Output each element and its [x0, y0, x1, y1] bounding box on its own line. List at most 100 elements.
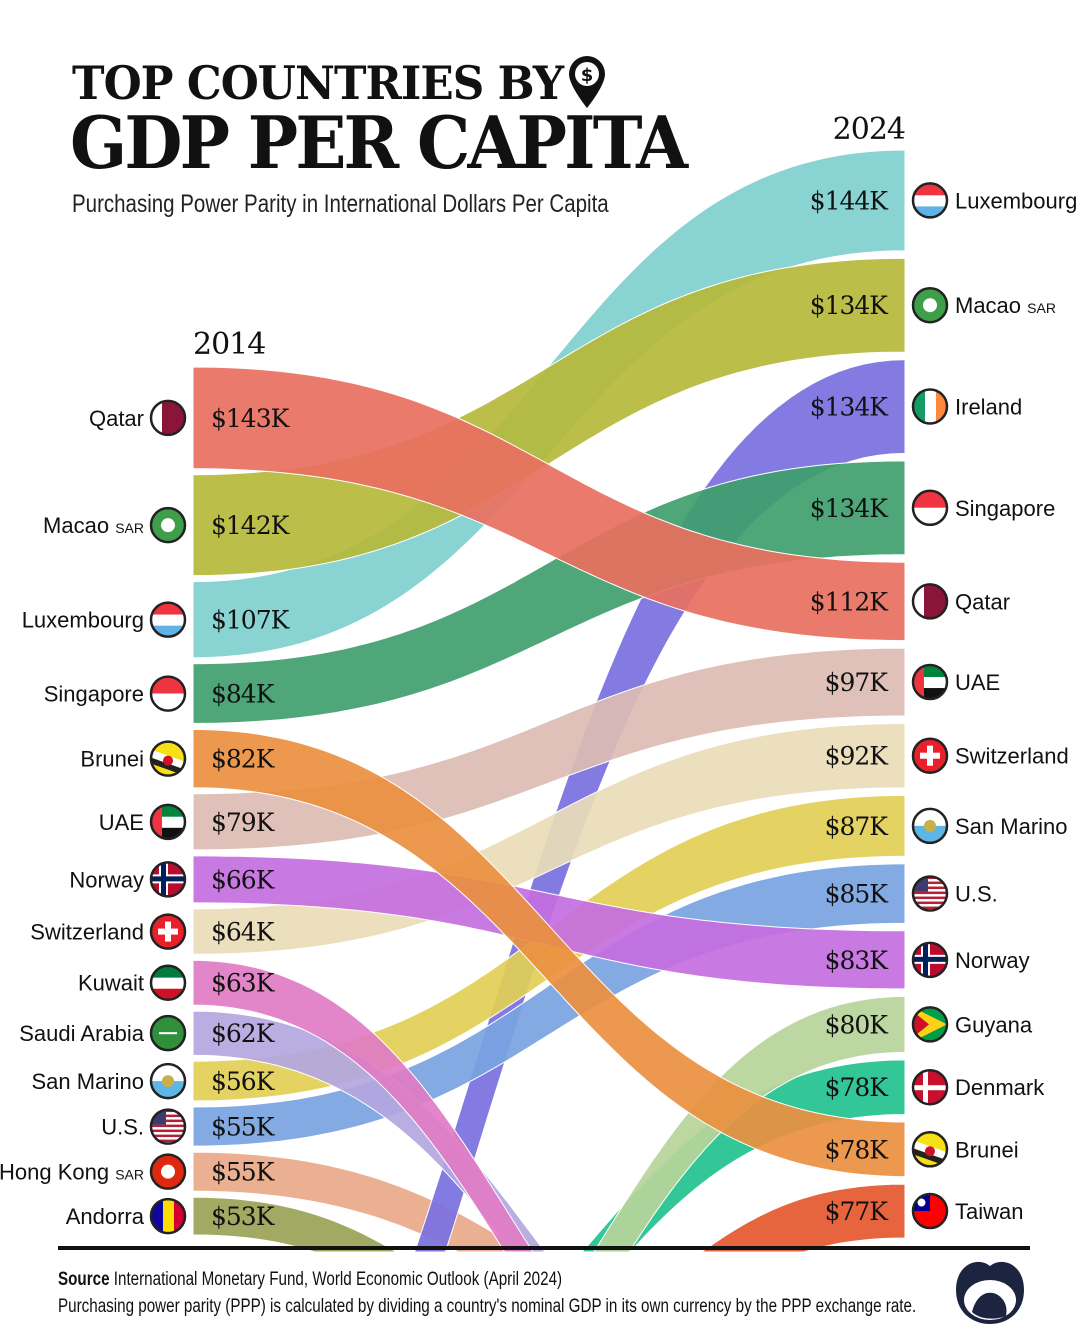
left-country-label: Kuwait: [78, 971, 144, 996]
right-value-label: $87K: [825, 812, 890, 841]
right-country-label: Brunei: [955, 1137, 1019, 1162]
ireland-flag-icon: [911, 388, 949, 425]
footnote: Purchasing power parity (PPP) is calcula…: [58, 1296, 917, 1317]
san-marino-flag-icon: [911, 807, 949, 845]
left-value-label: $64K: [211, 918, 276, 947]
brunei-flag-icon: [911, 1131, 949, 1168]
us-flag-icon: [149, 1108, 187, 1145]
left-country-label: UAE: [99, 810, 144, 835]
san-marino-flag-icon: [149, 1062, 187, 1100]
right-country-label: Qatar: [955, 589, 1010, 614]
right-country-label: San Marino: [955, 814, 1068, 839]
right-country-suffix: SAR: [1027, 300, 1056, 316]
left-value-label: $79K: [211, 808, 276, 837]
andorra-flag-icon: [149, 1197, 187, 1235]
band-qatar: [192, 366, 906, 642]
source-text: International Monetary Fund, World Econo…: [113, 1269, 563, 1290]
right-value-label: $134K: [810, 393, 890, 422]
right-value-label: $80K: [825, 1010, 890, 1039]
right-country-label: UAE: [955, 670, 1000, 695]
left-value-label: $143K: [211, 404, 291, 433]
qatar-flag-icon: [911, 583, 949, 620]
title-line-1: TOP COUNTRIES BY: [72, 56, 564, 110]
right-country-label: Guyana: [955, 1012, 1033, 1037]
left-value-label: $53K: [211, 1202, 276, 1231]
right-value-label: $83K: [825, 946, 890, 975]
left-value-label: $142K: [211, 511, 291, 540]
us-flag-icon: [911, 875, 949, 912]
right-value-label: $97K: [825, 668, 890, 697]
switzerland-flag-icon: [911, 737, 949, 774]
left-country-label: Hong Kong SAR: [0, 1160, 144, 1185]
left-value-label: $107K: [211, 606, 291, 635]
right-country-label: Luxembourg: [955, 188, 1077, 213]
right-country-name: Macao: [955, 293, 1027, 318]
right-value-label: $112K: [810, 587, 890, 616]
guyana-flag-icon: [911, 1006, 949, 1043]
right-country-label: Taiwan: [955, 1199, 1023, 1224]
left-value-label: $56K: [211, 1067, 276, 1096]
left-country-label: Singapore: [44, 682, 144, 707]
left-value-label: $55K: [211, 1113, 276, 1142]
uae-flag-icon: [149, 803, 187, 841]
left-country-label: Luxembourg: [22, 608, 144, 633]
band-macao: [192, 257, 906, 577]
right-country-label: Switzerland: [955, 744, 1069, 769]
right-country-label: U.S.: [955, 882, 998, 907]
left-country-label: Brunei: [80, 747, 144, 772]
band-kuwait: [192, 959, 534, 1253]
kuwait-flag-icon: [149, 964, 187, 1001]
taiwan-flag-icon: [911, 1192, 949, 1230]
title-line-2: GDP PER CAPITA: [70, 100, 688, 185]
left-country-label: Qatar: [89, 406, 144, 431]
left-value-label: $63K: [211, 969, 276, 998]
source-label: Source: [58, 1269, 110, 1290]
macao-flag-icon: [149, 506, 187, 544]
left-country-suffix: SAR: [115, 1167, 144, 1183]
luxembourg-flag-icon: [149, 601, 187, 638]
right-value-label: $134K: [810, 494, 890, 523]
left-year-label: 2014: [193, 327, 265, 362]
footer: Source International Monetary Fund, Worl…: [58, 1266, 916, 1320]
right-value-label: $78K: [825, 1135, 890, 1164]
singapore-flag-icon: [149, 675, 187, 712]
left-country-name: Hong Kong: [0, 1160, 115, 1185]
subtitle: Purchasing Power Parity in International…: [72, 190, 609, 218]
right-value-label: $77K: [825, 1197, 890, 1226]
right-year-label: 2024: [833, 112, 905, 147]
norway-flag-icon: [911, 941, 949, 979]
left-country-name: Macao: [43, 513, 115, 538]
left-country-label: Saudi Arabia: [19, 1021, 145, 1046]
right-country-label: Norway: [955, 948, 1030, 973]
left-value-label: $84K: [211, 680, 276, 709]
right-value-label: $85K: [825, 880, 890, 909]
band-taiwan: [700, 1183, 906, 1253]
right-value-label: $78K: [825, 1073, 890, 1102]
left-value-label: $55K: [211, 1158, 276, 1187]
denmark-flag-icon: [911, 1068, 949, 1106]
norway-flag-icon: [149, 861, 187, 898]
singapore-flag-icon: [911, 489, 949, 527]
left-country-label: U.S.: [101, 1115, 144, 1140]
dollar-location-pin-icon: $: [569, 56, 605, 108]
left-country-label: San Marino: [31, 1069, 144, 1094]
right-country-label: Singapore: [955, 496, 1055, 521]
left-value-label: $66K: [211, 865, 276, 894]
left-country-label: Andorra: [66, 1204, 145, 1229]
visual-capitalist-logo-icon: [956, 1261, 1024, 1324]
right-country-label: Macao SAR: [955, 293, 1056, 318]
left-country-label: Switzerland: [30, 920, 144, 945]
left-country-suffix: SAR: [115, 520, 144, 536]
left-value-label: $82K: [211, 745, 276, 774]
hong-kong-flag-icon: [149, 1153, 187, 1190]
saudi-arabia-flag-icon: [149, 1014, 187, 1052]
band-andorra: [192, 1196, 399, 1253]
brunei-flag-icon: [149, 740, 187, 777]
right-country-label: Ireland: [955, 395, 1022, 420]
svg-text:$: $: [581, 65, 594, 86]
left-value-label: $62K: [211, 1019, 276, 1048]
qatar-flag-icon: [149, 399, 187, 437]
band-singapore: [192, 460, 906, 724]
band-brunei: [192, 728, 906, 1178]
